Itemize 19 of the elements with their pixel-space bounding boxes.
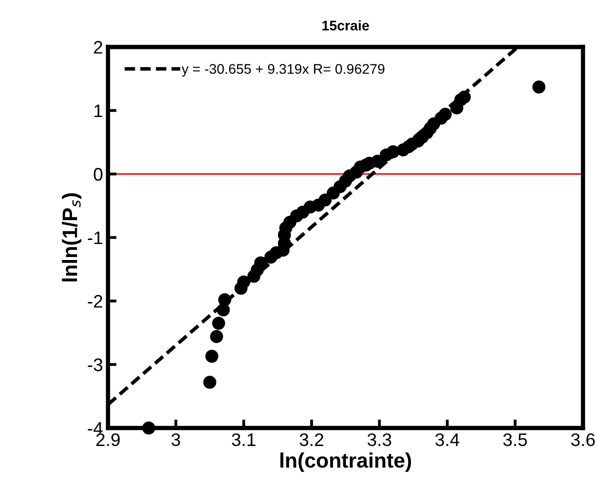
y-tick-label: -3	[88, 358, 102, 372]
x-axis-title: ln(contrainte)	[280, 452, 412, 472]
y-tick-label: 0	[94, 168, 102, 181]
y-tick-label: 2	[94, 40, 102, 54]
x-tick-label: 3.3	[368, 433, 392, 446]
y-axis-title: lnln(1/P$_{s}$)	[62, 193, 82, 282]
x-tick-label: 3.4	[435, 433, 460, 446]
chart-title: 15craie	[322, 20, 369, 30]
y-tick-label: 1	[94, 104, 102, 118]
legend-label: y = -30.655 + 9.319x R= 0.96279	[182, 64, 384, 77]
x-tick-label: 3.5	[503, 433, 527, 446]
y-tick-label: -1	[88, 232, 102, 244]
y-tick-label: -4	[88, 422, 103, 435]
x-tick-label: 2.9	[96, 433, 120, 446]
y-tick-label: -2	[88, 294, 102, 308]
x-tick-label: 3.1	[232, 433, 256, 446]
x-tick-label: 3	[172, 433, 180, 446]
x-tick-label: 3.6	[571, 433, 595, 446]
x-tick-label: 3.2	[300, 433, 324, 446]
